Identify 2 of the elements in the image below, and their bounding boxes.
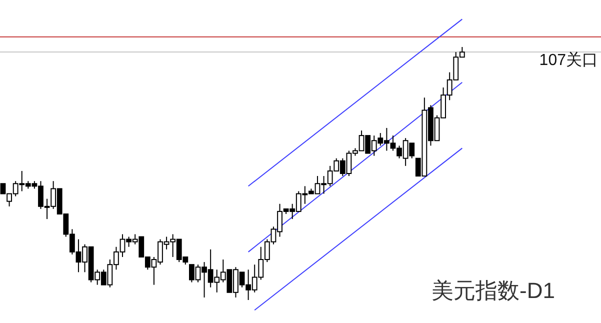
ref-line-label: 107关口 bbox=[539, 51, 598, 70]
annotation: 美元指数-D1 bbox=[432, 278, 555, 303]
